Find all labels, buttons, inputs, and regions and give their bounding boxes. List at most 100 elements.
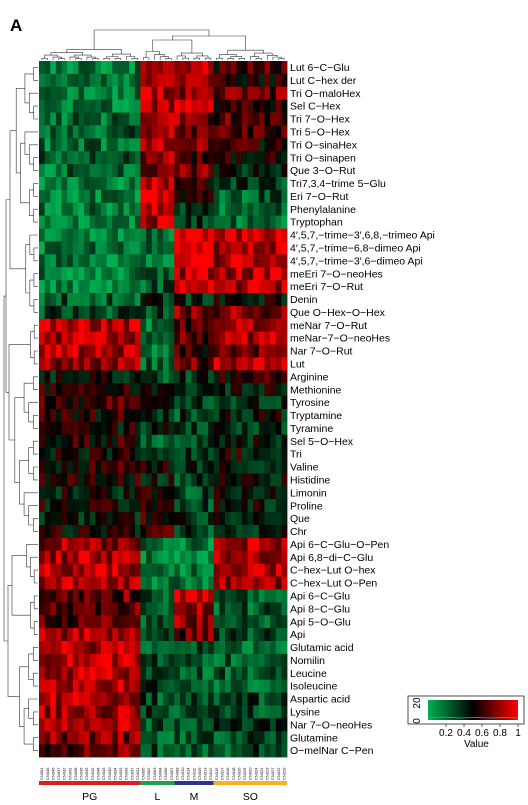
heatmap-cell: [258, 525, 265, 539]
heatmap-cell: [95, 370, 102, 384]
heatmap-cell: [112, 434, 119, 449]
row-label: Tryptamine: [290, 410, 342, 422]
heatmap-cell: [253, 421, 260, 436]
heatmap-cell: [78, 602, 85, 616]
heatmap-cell: [134, 396, 141, 410]
heatmap-cell: [95, 215, 102, 229]
heatmap-cell: [236, 447, 243, 461]
heatmap-cell: [163, 602, 170, 616]
heatmap-cell: [219, 99, 226, 113]
heatmap-cell: [61, 267, 68, 281]
heatmap-cell: [230, 421, 237, 436]
heatmap-cell: [174, 151, 181, 165]
heatmap-cell: [247, 357, 254, 371]
heatmap-cell: [55, 653, 62, 668]
heatmap-cell: [179, 164, 186, 178]
heatmap-cell: [225, 731, 232, 745]
heatmap-cell: [39, 744, 46, 758]
heatmap-cell: [208, 125, 215, 139]
heatmap-cell: [219, 86, 226, 101]
heatmap-cell: [95, 653, 102, 668]
heatmap-cell: [168, 628, 175, 642]
heatmap-cell: [140, 228, 147, 242]
heatmap-cell: [196, 666, 203, 681]
heatmap-cell: [67, 189, 74, 204]
heatmap-cell: [78, 447, 85, 461]
heatmap-cell: [202, 512, 209, 526]
heatmap-cell: [95, 666, 102, 681]
heatmap-cell: [225, 73, 232, 88]
heatmap-cell: [247, 370, 254, 384]
heatmap-cell: [241, 718, 248, 732]
column-label: CN005: [141, 767, 146, 780]
heatmap-cell: [123, 254, 130, 268]
heatmap-cell: [78, 344, 85, 358]
heatmap-cell: [67, 228, 74, 242]
heatmap-cell: [134, 164, 141, 178]
heatmap-cell: [196, 383, 203, 397]
heatmap-cell: [185, 86, 192, 101]
heatmap-cell: [236, 370, 243, 384]
heatmap-cell: [89, 705, 96, 719]
heatmap-cell: [225, 563, 232, 577]
heatmap-cell: [191, 679, 198, 693]
heatmap-cell: [146, 486, 153, 500]
heatmap-cell: [95, 99, 102, 113]
heatmap-cell: [264, 99, 271, 113]
heatmap-cell: [89, 215, 96, 229]
heatmap-cell: [281, 99, 288, 113]
heatmap-cell: [208, 396, 215, 410]
heatmap-cell: [50, 241, 57, 255]
heatmap-cell: [196, 357, 203, 371]
heatmap-cell: [106, 331, 113, 345]
heatmap-cell: [191, 383, 198, 397]
heatmap-cell: [55, 679, 62, 693]
heatmap-cell: [247, 653, 254, 668]
row-label: Phenylalanine: [290, 204, 356, 216]
heatmap-cell: [247, 473, 254, 487]
heatmap-cell: [61, 537, 68, 552]
heatmap-cell: [157, 512, 164, 526]
column-label: CN037: [129, 767, 134, 780]
heatmap-cell: [264, 61, 271, 75]
heatmap-cell: [253, 331, 260, 345]
heatmap-cell: [78, 370, 85, 384]
heatmap-cell: [112, 512, 119, 526]
heatmap-cell: [264, 370, 271, 384]
heatmap-cell: [241, 705, 248, 719]
heatmap-cell: [95, 421, 102, 436]
heatmap-cell: [230, 241, 237, 255]
column-dendrogram-branch: [58, 58, 65, 60]
heatmap-cell: [106, 99, 113, 113]
heatmap-cell: [89, 61, 96, 75]
heatmap-cell: [84, 189, 91, 204]
heatmap-cell: [270, 383, 277, 397]
heatmap-cell: [84, 383, 91, 397]
heatmap-cell: [270, 666, 277, 681]
heatmap-cell: [275, 512, 282, 526]
heatmap-cell: [151, 151, 158, 165]
heatmap-cell: [275, 215, 282, 229]
heatmap-cell: [202, 280, 209, 294]
heatmap-cell: [185, 705, 192, 719]
heatmap-cell: [146, 293, 153, 307]
heatmap-cell: [236, 151, 243, 165]
column-label: CN047: [56, 767, 61, 780]
heatmap-cell: [168, 215, 175, 229]
heatmap-cell: [191, 421, 198, 436]
heatmap-cell: [134, 357, 141, 371]
heatmap-cell: [89, 86, 96, 101]
heatmap-cell: [185, 280, 192, 294]
heatmap-cell: [174, 73, 181, 88]
heatmap-cell: [275, 537, 282, 552]
heatmap-cell: [72, 189, 79, 204]
heatmap-cell: [241, 447, 248, 461]
heatmap-cell: [67, 86, 74, 101]
row-dendrogram-branch: [29, 279, 34, 307]
heatmap-cell: [241, 164, 248, 178]
heatmap-cell: [213, 615, 220, 629]
heatmap-cell: [112, 396, 119, 410]
heatmap-cell: [140, 112, 147, 126]
color-key-tick-label: 0.4: [457, 728, 471, 739]
heatmap-cell: [174, 86, 181, 101]
